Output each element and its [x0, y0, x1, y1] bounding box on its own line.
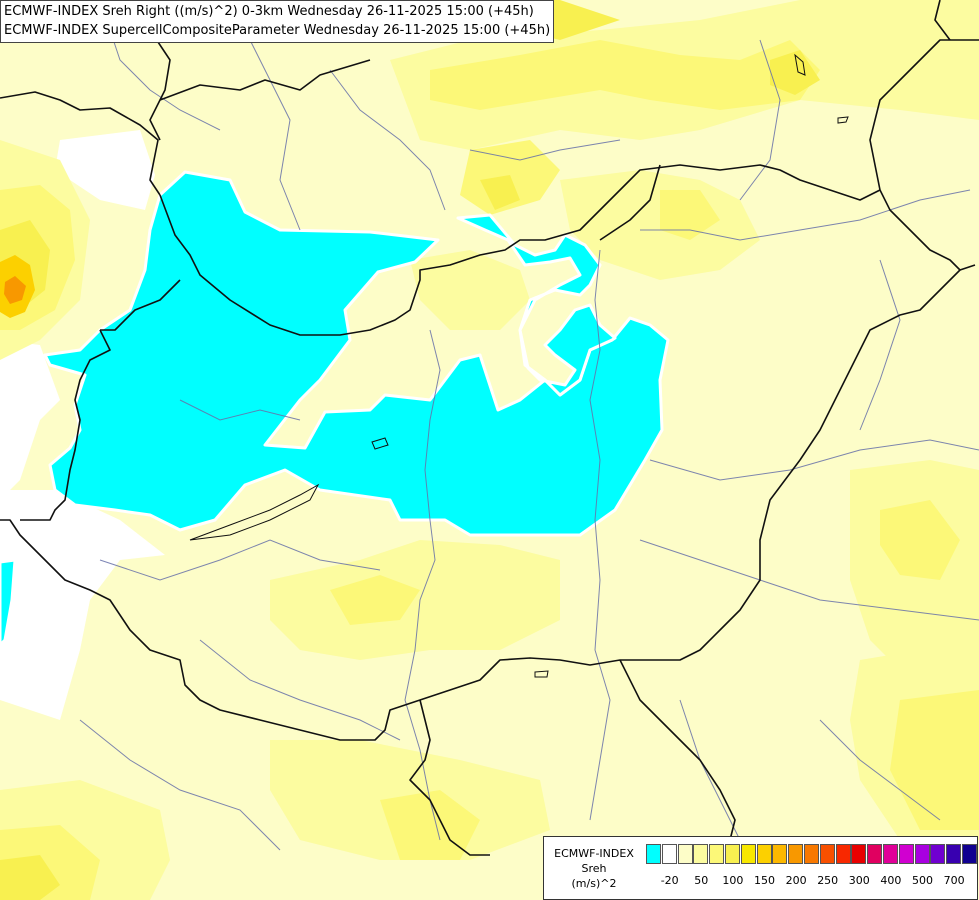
legend-swatch — [898, 844, 914, 864]
legend-swatch — [946, 844, 962, 864]
legend-swatch — [819, 844, 835, 864]
legend-swatch — [851, 844, 867, 864]
color-legend: ECMWF-INDEX Sreh (m/s)^2 -20 50 100 150 200 2… — [543, 836, 978, 900]
legend-tick-label: 150 — [754, 874, 775, 887]
legend-swatch — [740, 844, 756, 864]
white-area-southwest — [0, 490, 165, 720]
legend-tick-label: 300 — [848, 874, 870, 887]
legend-swatch — [661, 844, 677, 864]
legend-swatch — [914, 844, 930, 864]
legend-swatch — [772, 844, 788, 864]
cyan-region — [0, 170, 670, 647]
legend-tick-label: -20 — [660, 874, 679, 887]
legend-swatch — [962, 844, 977, 864]
map-title-line1: ECMWF-INDEX Sreh Right ((m/s)^2) 0-3km W… — [4, 4, 534, 19]
legend-tick-label: 50 — [694, 874, 709, 887]
legend-swatch — [709, 844, 725, 864]
lakes — [189, 53, 849, 678]
legend-unit: (m/s)^2 — [571, 877, 617, 890]
legend-caption: ECMWF-INDEX Sreh (m/s)^2 — [550, 846, 638, 891]
legend-swatch — [756, 844, 772, 864]
legend-swatch — [835, 844, 851, 864]
country-borders — [0, 0, 979, 856]
legend-tick-label: 500 — [912, 874, 933, 887]
legend-model-name: ECMWF-INDEX — [554, 847, 634, 860]
legend-tick-label: 700 — [943, 874, 965, 887]
white-area-west — [0, 340, 60, 500]
legend-swatch — [788, 844, 804, 864]
legend-swatch — [804, 844, 819, 864]
white-area-north — [55, 130, 155, 210]
legend-tick-label: 250 — [817, 874, 839, 887]
orange-spot — [0, 255, 35, 318]
legend-swatch — [693, 844, 709, 864]
map-title-box: ECMWF-INDEX Sreh Right ((m/s)^2) 0-3km W… — [0, 0, 555, 43]
legend-tick-label: 200 — [785, 874, 807, 887]
legend-tick-label: 400 — [880, 874, 902, 887]
legend-tick-label: 100 — [722, 874, 744, 887]
legend-swatch — [646, 844, 661, 864]
map-title-line2: ECMWF-INDEX SupercellCompositeParameter … — [4, 23, 551, 38]
legend-swatch — [883, 844, 898, 864]
legend-swatch — [930, 844, 946, 864]
rivers — [79, 0, 979, 881]
legend-swatch — [867, 844, 883, 864]
legend-parameter-name: Sreh — [581, 862, 607, 875]
legend-swatch — [677, 844, 693, 864]
legend-swatch — [725, 844, 740, 864]
